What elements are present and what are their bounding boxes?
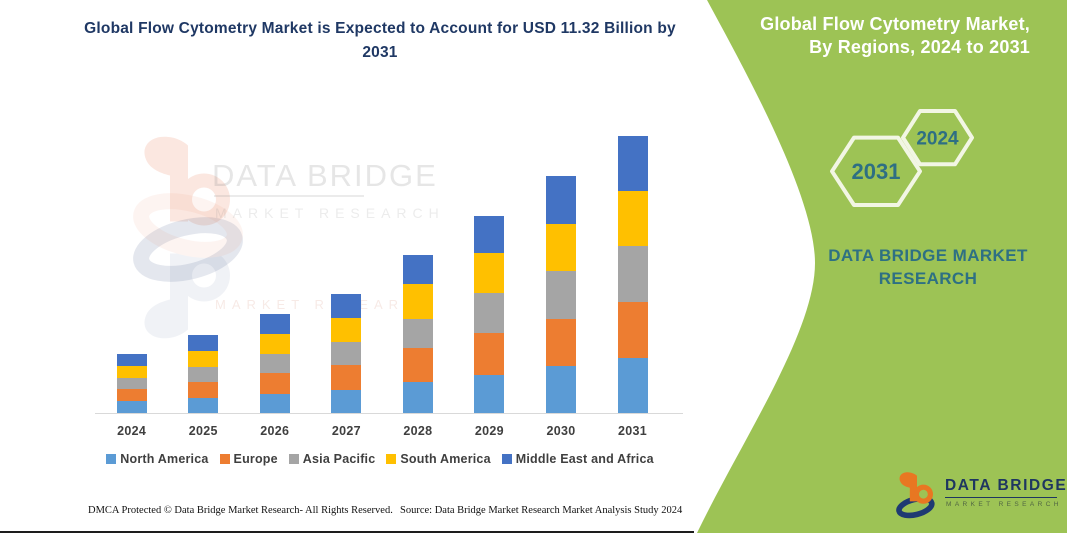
bar-segment-asia-pacific bbox=[617, 245, 648, 303]
bar-segment-middle-east-and-africa bbox=[402, 254, 433, 284]
green-side-panel-shape bbox=[697, 0, 1067, 533]
bar-2025 bbox=[188, 334, 219, 413]
panel-title-line1: Global Flow Cytometry Market, bbox=[760, 14, 1030, 34]
brand-text-line2: RESEARCH bbox=[878, 269, 978, 288]
bar-2029 bbox=[474, 215, 505, 413]
bar-segment-europe bbox=[546, 318, 576, 367]
brand-text-line1: DATA BRIDGE MARKET bbox=[828, 246, 1028, 265]
bar-segment-asia-pacific bbox=[116, 377, 147, 390]
bar-2026 bbox=[259, 313, 290, 413]
legend-label: Europe bbox=[233, 452, 278, 466]
bar-segment-north-america bbox=[116, 400, 147, 413]
bar-2024 bbox=[116, 354, 147, 413]
bar-segment-middle-east-and-africa bbox=[617, 136, 648, 191]
bar-segment-north-america bbox=[474, 375, 505, 413]
bar-segment-north-america bbox=[188, 397, 219, 413]
bar-segment-south-america bbox=[116, 366, 147, 378]
legend-item: Asia Pacific bbox=[288, 452, 376, 466]
x-axis-label: 2026 bbox=[260, 424, 290, 438]
bar-segment-south-america bbox=[402, 283, 433, 319]
legend-item: North America bbox=[106, 452, 208, 466]
brand-text: DATA BRIDGE MARKET RESEARCH bbox=[800, 244, 1056, 290]
x-axis-label: 2029 bbox=[474, 424, 504, 438]
legend-item: Middle East and Africa bbox=[501, 452, 654, 466]
bar-segment-europe bbox=[617, 302, 648, 358]
legend-label: Middle East and Africa bbox=[515, 452, 654, 466]
x-axis-label: 2028 bbox=[403, 424, 433, 438]
bar-segment-europe bbox=[474, 333, 505, 376]
stacked-bar-chart bbox=[95, 117, 683, 414]
chart-legend: North America Europe Asia Pacific South Ame… bbox=[0, 452, 760, 466]
x-axis-label: 2024 bbox=[117, 424, 147, 438]
hexagon-2024-outline bbox=[901, 109, 974, 167]
legend-label: North America bbox=[120, 452, 209, 466]
legend-swatch-icon bbox=[501, 454, 512, 464]
bar-segment-south-america bbox=[617, 190, 648, 246]
hexagon-2031-label: 2031 bbox=[852, 159, 901, 184]
bar-2031 bbox=[617, 136, 648, 413]
hexagon-2031-outline bbox=[830, 135, 922, 207]
bar-segment-north-america bbox=[617, 357, 648, 413]
x-axis-labels: 2024 2025 2026 2027 2028 2029 2030 2031 bbox=[95, 424, 683, 442]
bar-segment-asia-pacific bbox=[402, 318, 433, 348]
chart-title: Global Flow Cytometry Market is Expected… bbox=[84, 20, 676, 61]
bar-segment-middle-east-and-africa bbox=[259, 313, 290, 334]
bottom-divider-line bbox=[0, 531, 694, 533]
bar-segment-europe bbox=[188, 381, 219, 398]
legend-swatch-icon bbox=[386, 454, 397, 464]
logo-underline bbox=[945, 497, 1057, 498]
footer-source-text: Source: Data Bridge Market Research Mark… bbox=[400, 505, 683, 516]
bar-segment-middle-east-and-africa bbox=[474, 215, 505, 254]
bar-segment-south-america bbox=[331, 318, 362, 342]
bar-segment-north-america bbox=[402, 381, 433, 413]
hexagon-2024-label: 2024 bbox=[916, 129, 959, 150]
legend-item: Europe bbox=[219, 452, 278, 466]
legend-label: Asia Pacific bbox=[302, 452, 376, 466]
data-bridge-logo: DATA BRIDGE MARKET RESEARCH bbox=[893, 467, 1067, 525]
bar-2028 bbox=[402, 254, 433, 413]
data-bridge-logo-icon bbox=[896, 472, 935, 519]
bar-segment-south-america bbox=[259, 333, 290, 355]
bar-segment-asia-pacific bbox=[259, 354, 290, 374]
bar-segment-asia-pacific bbox=[546, 270, 576, 319]
year-hexagons: 2031 2024 bbox=[830, 109, 974, 207]
bar-segment-europe bbox=[331, 365, 362, 390]
bar-segment-middle-east-and-africa bbox=[331, 294, 362, 319]
bar-segment-south-america bbox=[188, 350, 219, 367]
bar-segment-europe bbox=[259, 373, 290, 394]
legend-swatch-icon bbox=[288, 454, 299, 464]
bar-segment-south-america bbox=[474, 253, 505, 294]
footer-dmca-text: DMCA Protected © Data Bridge Market Rese… bbox=[88, 505, 393, 516]
bar-segment-europe bbox=[402, 347, 433, 382]
bar-segment-middle-east-and-africa bbox=[116, 354, 147, 367]
bar-segment-middle-east-and-africa bbox=[188, 334, 219, 351]
bar-segment-south-america bbox=[546, 224, 576, 271]
legend-swatch-icon bbox=[219, 454, 230, 464]
legend-label: South America bbox=[400, 452, 491, 466]
bar-segment-asia-pacific bbox=[331, 341, 362, 366]
panel-title: Global Flow Cytometry Market, By Regions… bbox=[740, 13, 1030, 59]
logo-brand-name: DATA BRIDGE bbox=[945, 477, 1067, 494]
bar-segment-middle-east-and-africa bbox=[546, 176, 576, 225]
bar-2027 bbox=[331, 294, 362, 413]
x-axis-label: 2031 bbox=[618, 424, 648, 438]
bar-segment-north-america bbox=[259, 393, 290, 413]
bar-2030 bbox=[546, 176, 576, 413]
x-axis-label: 2030 bbox=[546, 424, 576, 438]
bar-segment-europe bbox=[116, 389, 147, 401]
logo-brand-sub: MARKET RESEARCH bbox=[946, 501, 1062, 508]
bar-segment-north-america bbox=[546, 366, 576, 413]
x-axis-label: 2025 bbox=[188, 424, 218, 438]
x-axis-label: 2027 bbox=[331, 424, 361, 438]
bar-segment-north-america bbox=[331, 389, 362, 413]
bar-segment-asia-pacific bbox=[188, 366, 219, 382]
bar-segment-asia-pacific bbox=[474, 293, 505, 334]
legend-item: South America bbox=[386, 452, 491, 466]
legend-swatch-icon bbox=[106, 454, 117, 464]
panel-title-line2: By Regions, 2024 to 2031 bbox=[809, 37, 1030, 57]
